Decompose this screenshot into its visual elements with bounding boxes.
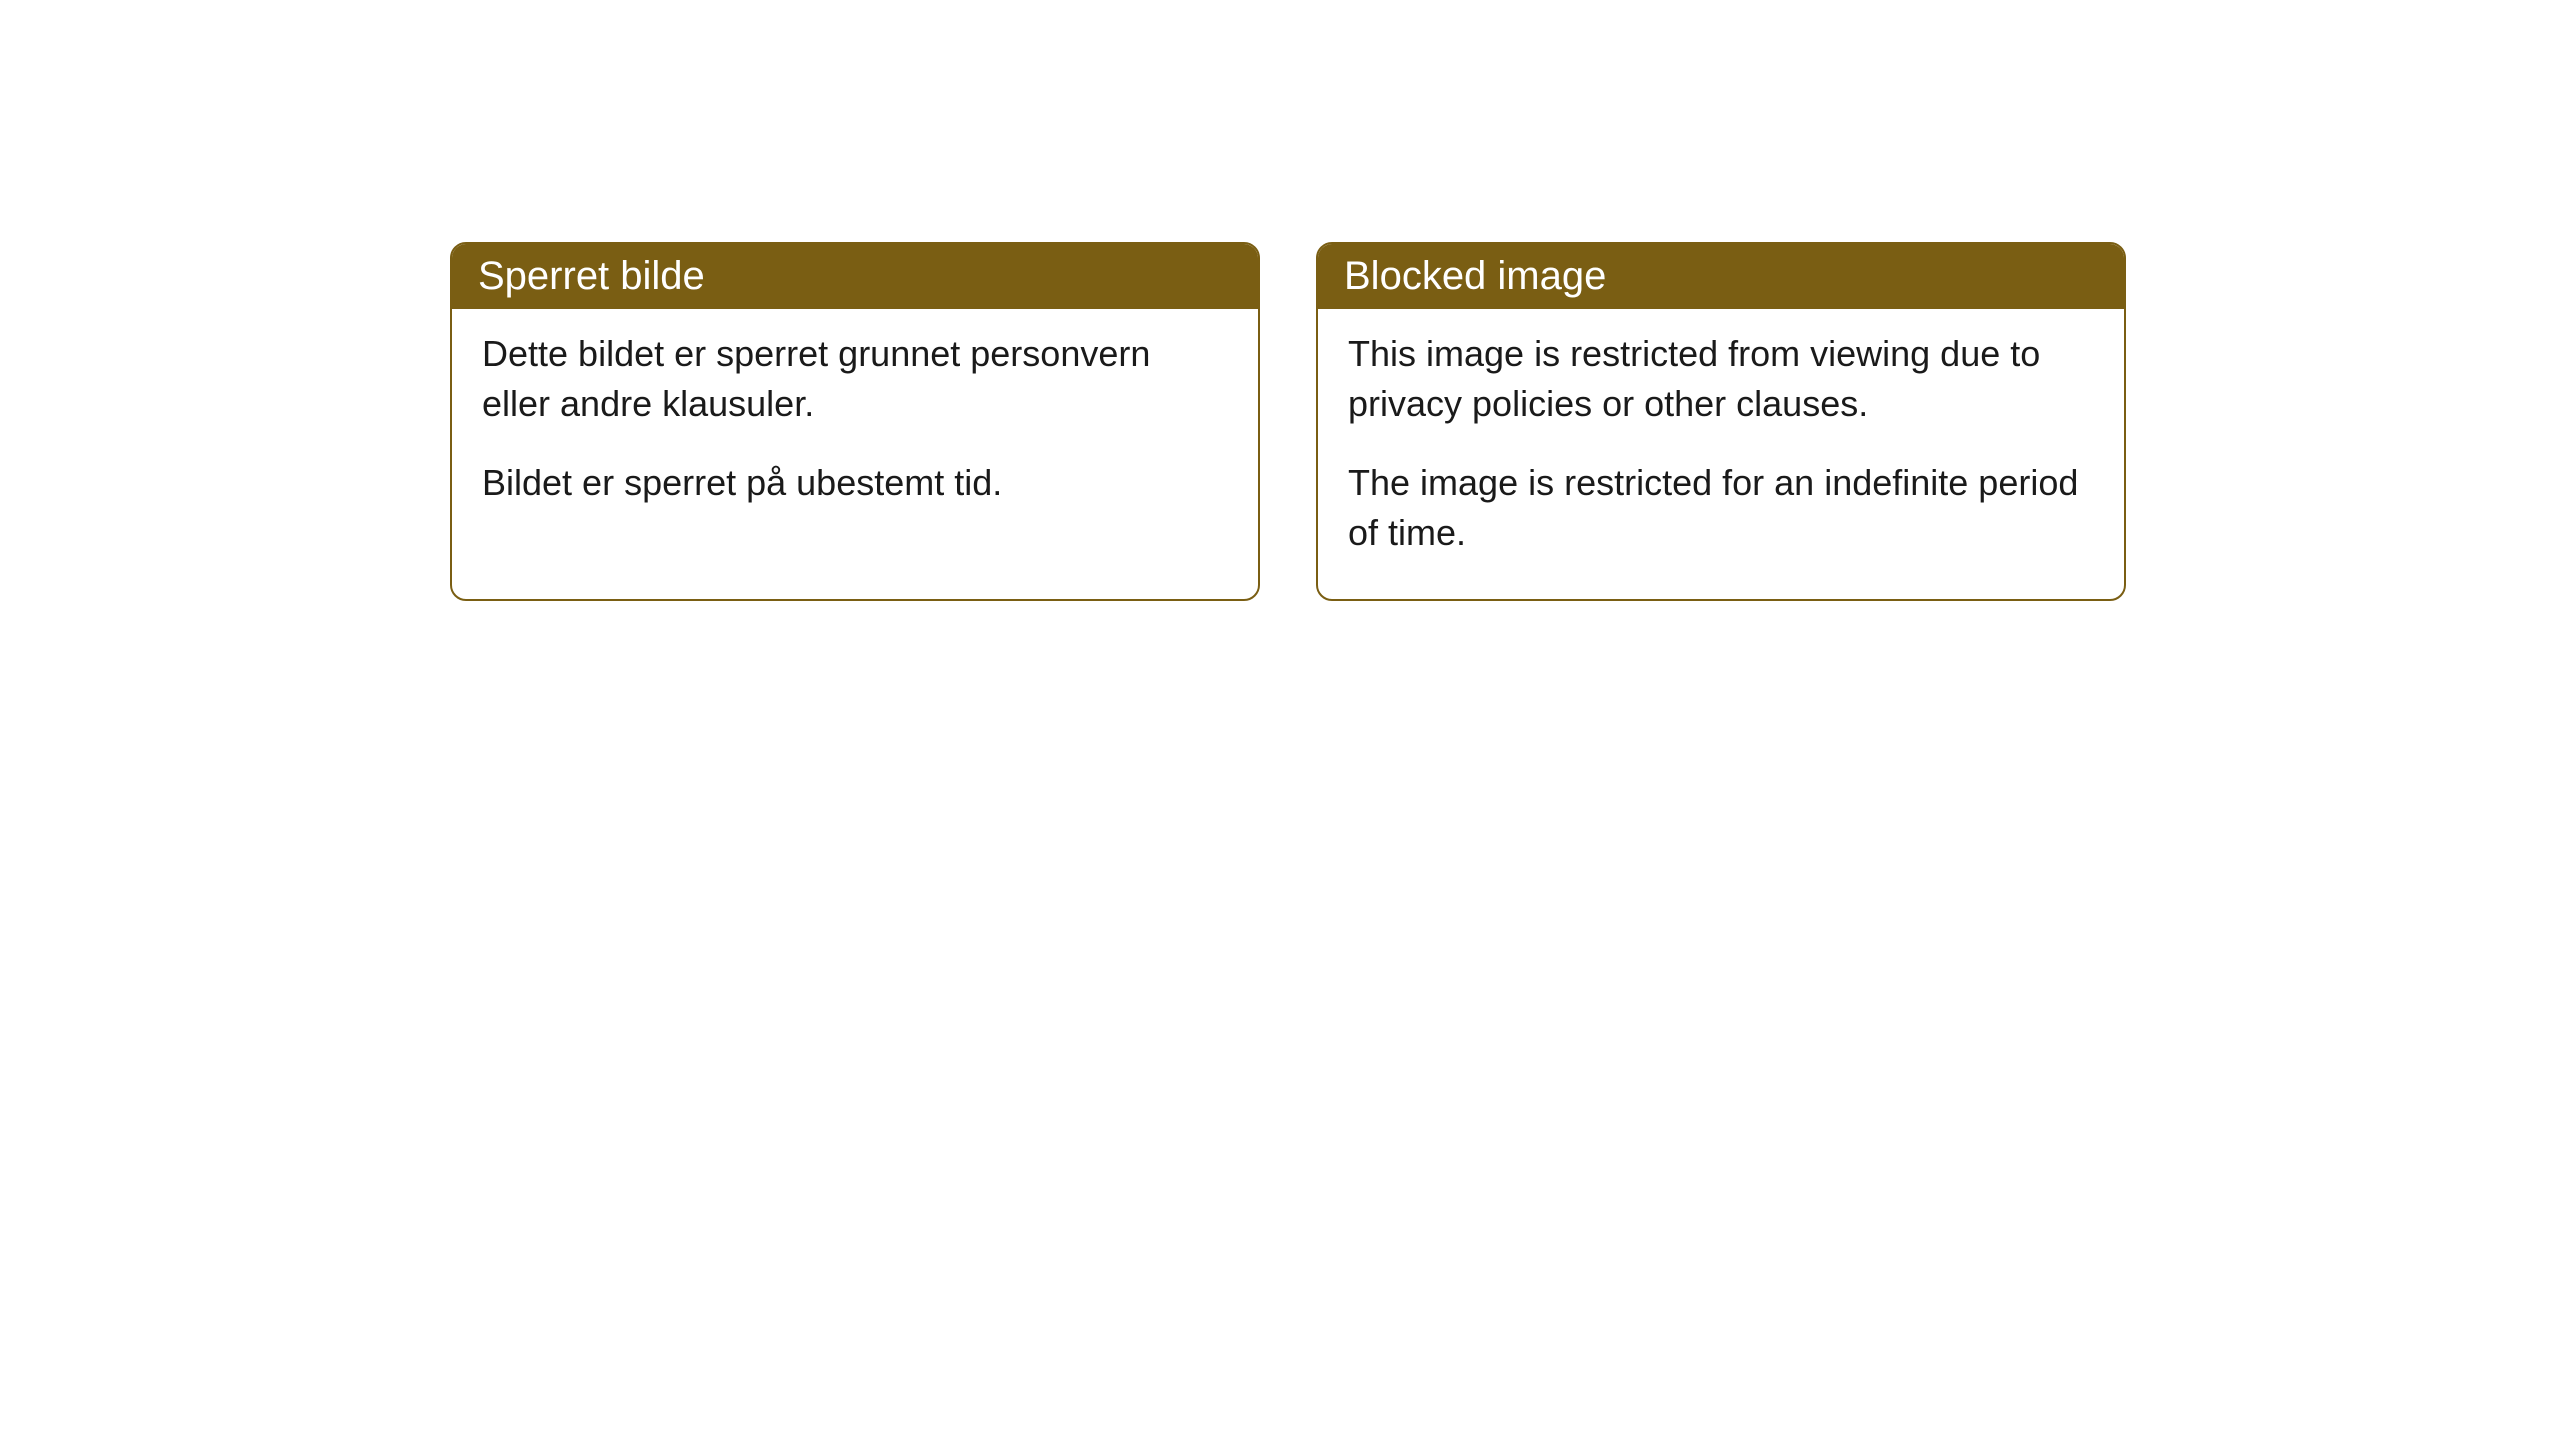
card-paragraph-left-1: Dette bildet er sperret grunnet personve… (482, 329, 1228, 430)
cards-container: Sperret bilde Dette bildet er sperret gr… (450, 242, 2126, 601)
card-body-right: This image is restricted from viewing du… (1318, 309, 2124, 599)
card-header-right: Blocked image (1318, 244, 2124, 309)
card-paragraph-right-1: This image is restricted from viewing du… (1348, 329, 2094, 430)
card-body-left: Dette bildet er sperret grunnet personve… (452, 309, 1258, 548)
card-norwegian: Sperret bilde Dette bildet er sperret gr… (450, 242, 1260, 601)
card-english: Blocked image This image is restricted f… (1316, 242, 2126, 601)
card-header-left: Sperret bilde (452, 244, 1258, 309)
card-paragraph-left-2: Bildet er sperret på ubestemt tid. (482, 458, 1228, 508)
card-title-left: Sperret bilde (478, 254, 705, 298)
card-paragraph-right-2: The image is restricted for an indefinit… (1348, 458, 2094, 559)
card-title-right: Blocked image (1344, 254, 1606, 298)
